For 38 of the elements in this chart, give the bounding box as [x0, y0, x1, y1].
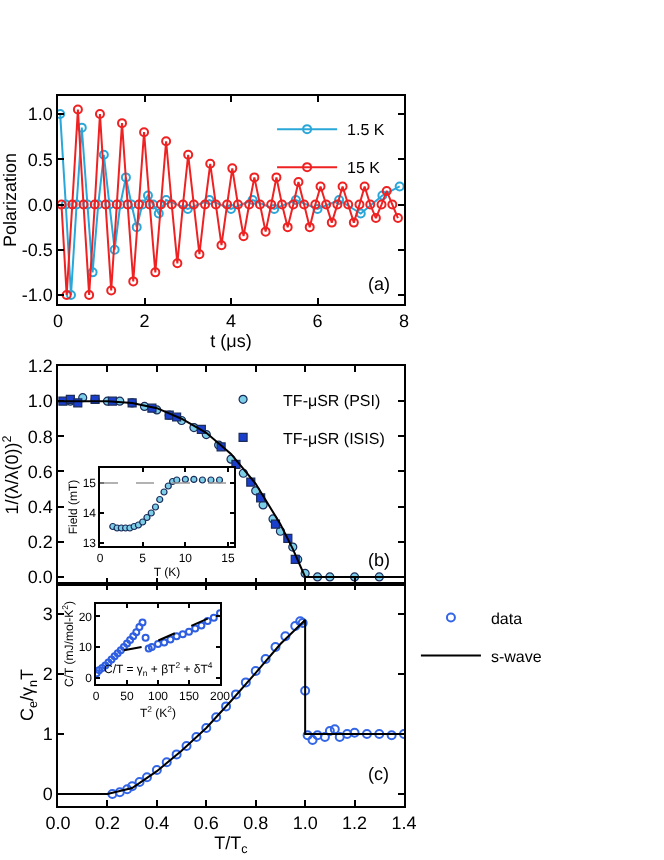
x-tick-label: 1.4	[391, 813, 417, 834]
y-tick-label: 1.0	[27, 104, 53, 125]
x-axis-title: T/T$_{c}$	[214, 833, 248, 857]
legend-label: TF-μSR (ISIS)	[283, 429, 386, 448]
x-tick-label: 6	[312, 311, 323, 332]
x-axis-title: t (μs)	[210, 331, 252, 352]
x-tick-label: 1.2	[342, 813, 368, 834]
annotation: (b)	[368, 550, 390, 570]
y-tick-label: -1.0	[21, 285, 53, 306]
y-tick-label: 0.0	[27, 194, 53, 215]
x-tick-label: 4	[225, 311, 237, 332]
legend-label: s-wave	[490, 647, 543, 666]
y-tick-label: 0.6	[27, 461, 53, 482]
legend-label: 1.5 K	[347, 121, 386, 140]
annotation: (a)	[368, 274, 390, 294]
x-tick-label: 0.4	[144, 813, 170, 834]
legend-label: data	[490, 609, 524, 628]
y-tick-label: 3	[42, 604, 53, 625]
x-tick-label: 0.6	[193, 813, 219, 834]
y-tick-label: 1.2	[27, 356, 53, 377]
y-tick-label: 1.0	[27, 391, 53, 412]
y-tick-label: 0.4	[27, 496, 53, 517]
y-tick-label: 0.2	[27, 532, 53, 553]
y-tick-label: 1	[42, 724, 53, 745]
y-tick-label: 0.0	[27, 567, 53, 588]
y-tick-label: 0	[42, 784, 53, 805]
legend-label: 15 K	[347, 159, 382, 178]
y-axis-title: Polarization	[0, 152, 20, 248]
x-tick-label: 1.0	[292, 813, 318, 834]
annotation: (c)	[368, 764, 389, 784]
x-tick-label: 2	[139, 311, 150, 332]
y-tick-label: 2	[42, 664, 53, 685]
legend-label: TF-μSR (PSI)	[283, 391, 381, 410]
y-tick-label: -0.5	[21, 240, 53, 261]
y-tick-label: 0.5	[27, 149, 53, 170]
y-tick-label: 0.8	[27, 426, 53, 447]
x-tick-label: 0.8	[243, 813, 269, 834]
x-tick-label: 8	[398, 311, 410, 332]
